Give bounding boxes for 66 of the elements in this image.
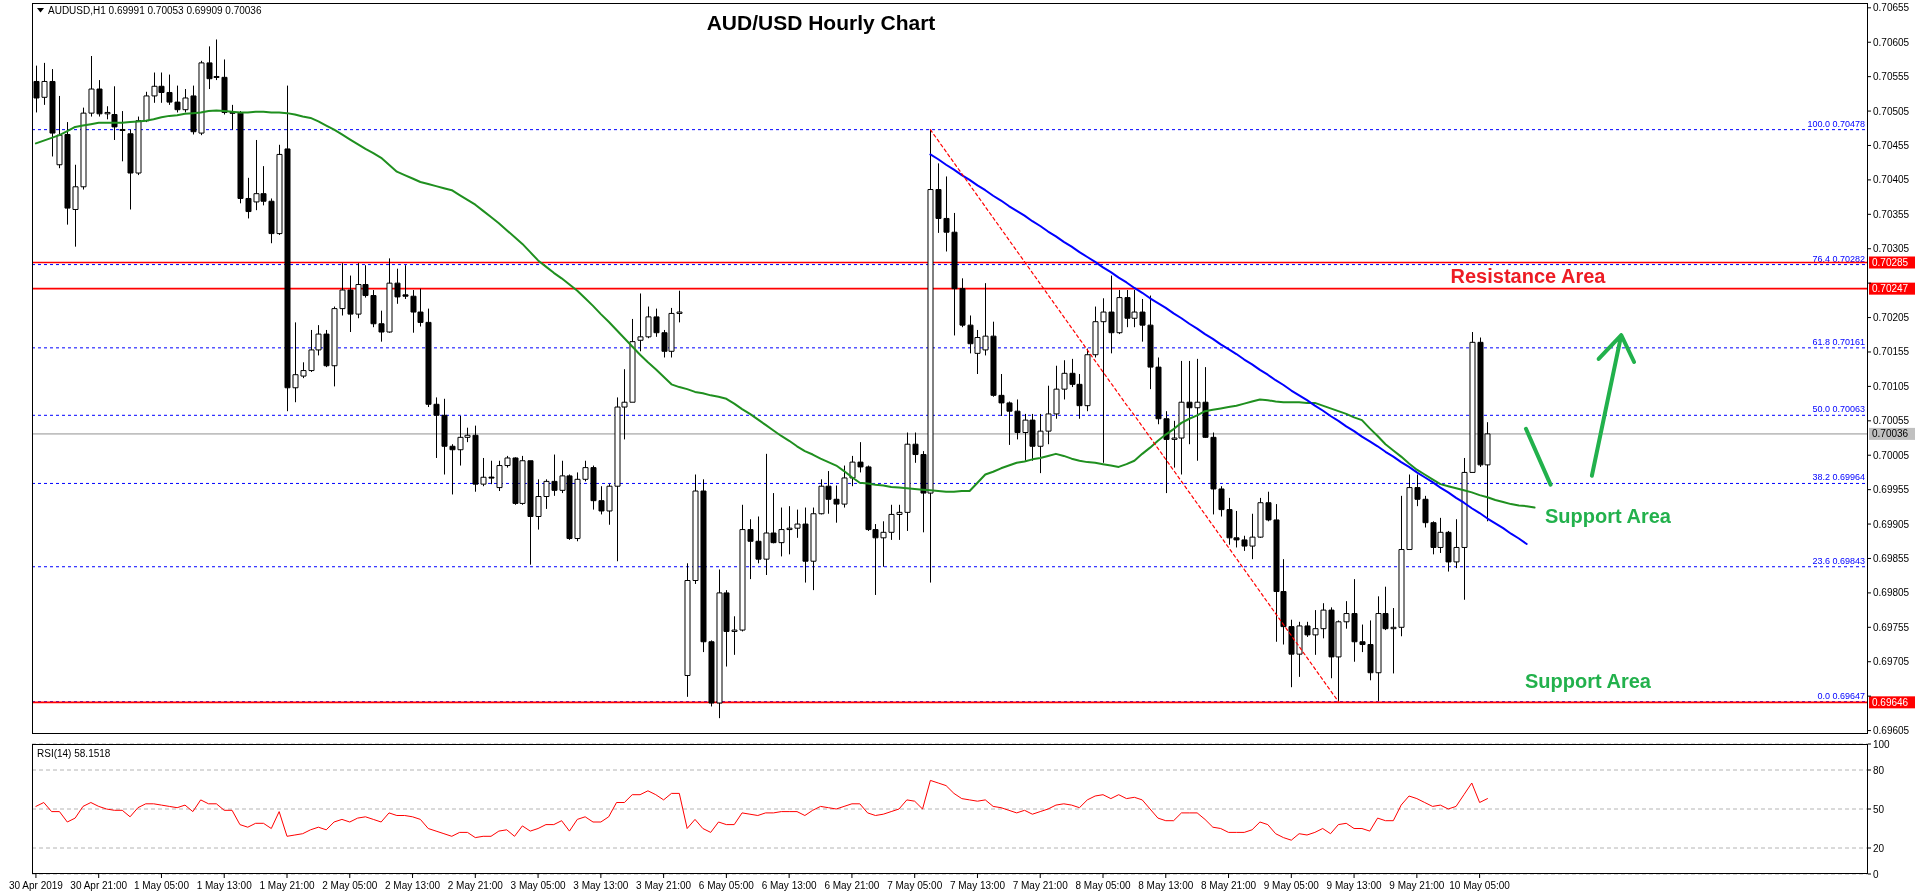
ref-line-label: 0.70247: [1872, 283, 1909, 295]
x-tick-label: 2 May 05:00: [322, 880, 378, 891]
ref-line-label: 100.0 0.70478: [1807, 118, 1865, 129]
x-tick-label: 8 May 13:00: [1138, 880, 1194, 891]
ref-line-label: 50.0 0.70063: [1812, 404, 1865, 415]
y-tick-label: 100: [1873, 738, 1891, 750]
y-tick-label: 0.69605: [1873, 725, 1910, 737]
y-tick-label: 80: [1873, 764, 1885, 776]
x-tick-label: 3 May 13:00: [573, 880, 629, 891]
y-tick-label: 0.69955: [1873, 484, 1910, 496]
x-tick-label: 10 May 05:00: [1449, 880, 1511, 891]
x-tick-label: 6 May 05:00: [698, 880, 755, 891]
x-tick-label: 7 May 21:00: [1012, 880, 1069, 891]
y-tick-label: 0.70105: [1873, 380, 1910, 392]
x-tick-label: 7 May 05:00: [887, 880, 943, 891]
y-tick-label: 0.70205: [1873, 312, 1910, 324]
chart-title: AUD/USD Hourly Chart: [706, 11, 936, 34]
x-tick-label: 3 May 21:00: [636, 880, 692, 891]
annotation: Support Area: [1525, 670, 1652, 692]
x-tick-label: 30 Apr 21:00: [70, 880, 128, 891]
ref-line-label: 0.69646: [1872, 696, 1909, 708]
y-tick-label: 0.70605: [1873, 36, 1910, 48]
y-tick-label: 0.70655: [1873, 2, 1910, 14]
x-tick-label: 2 May 21:00: [447, 880, 504, 891]
annotation: Support Area: [1545, 505, 1672, 527]
y-tick-label: 0.69855: [1873, 552, 1910, 564]
ref-line-label: 76.4 0.70282: [1812, 253, 1865, 264]
ref-line-label: 0.70036: [1872, 428, 1909, 440]
y-tick-label: 0.70305: [1873, 243, 1910, 255]
ref-line-label: 61.8 0.70161: [1812, 336, 1865, 347]
x-tick-label: 1 May 05:00: [133, 880, 190, 891]
x-tick-label: 6 May 21:00: [824, 880, 880, 891]
y-tick-label: 0.69755: [1873, 621, 1910, 633]
x-tick-label: 30 Apr 2019: [8, 880, 64, 891]
x-tick-label: 9 May 05:00: [1263, 880, 1320, 891]
x-tick-label: 8 May 05:00: [1075, 880, 1131, 891]
y-tick-label: 0.70355: [1873, 208, 1910, 220]
chart-title: RSI(14) 58.1518: [37, 748, 111, 759]
y-tick-label: 0.69705: [1873, 656, 1910, 668]
x-tick-label: 1 May 13:00: [196, 880, 253, 891]
y-tick-label: 20: [1873, 842, 1885, 854]
x-tick-label: 9 May 13:00: [1326, 880, 1383, 891]
x-tick-label: 1 May 21:00: [259, 880, 315, 891]
y-tick-label: 0: [1873, 868, 1879, 880]
x-tick-label: 2 May 13:00: [385, 880, 441, 891]
y-tick-label: 0.70505: [1873, 105, 1910, 117]
ref-line-label: 38.2 0.69964: [1812, 472, 1865, 483]
ref-line-label: 0.70285: [1872, 257, 1909, 268]
y-tick-label: 0.70055: [1873, 415, 1910, 427]
y-tick-label: 0.70405: [1873, 174, 1910, 186]
x-tick-label: 6 May 13:00: [761, 880, 818, 891]
ref-line-label: 0.0 0.69647: [1817, 690, 1865, 701]
y-tick-label: 0.70455: [1873, 139, 1910, 151]
y-tick-label: 0.70155: [1873, 346, 1910, 358]
y-tick-label: 0.69905: [1873, 518, 1910, 530]
ref-line-label: 23.6 0.69843: [1812, 555, 1865, 566]
y-tick-label: 50: [1873, 803, 1885, 815]
x-tick-label: 9 May 21:00: [1389, 880, 1445, 891]
x-tick-label: 3 May 05:00: [510, 880, 567, 891]
y-tick-label: 0.70555: [1873, 71, 1910, 83]
y-tick-label: 0.69805: [1873, 587, 1910, 599]
annotation: Resistance Area: [1450, 265, 1607, 287]
annotation: AUDUSD,H1 0.69991 0.70053 0.69909 0.70036: [48, 5, 262, 16]
x-tick-label: 8 May 21:00: [1201, 880, 1257, 891]
x-tick-label: 7 May 13:00: [949, 880, 1006, 891]
y-tick-label: 0.70005: [1873, 449, 1910, 461]
